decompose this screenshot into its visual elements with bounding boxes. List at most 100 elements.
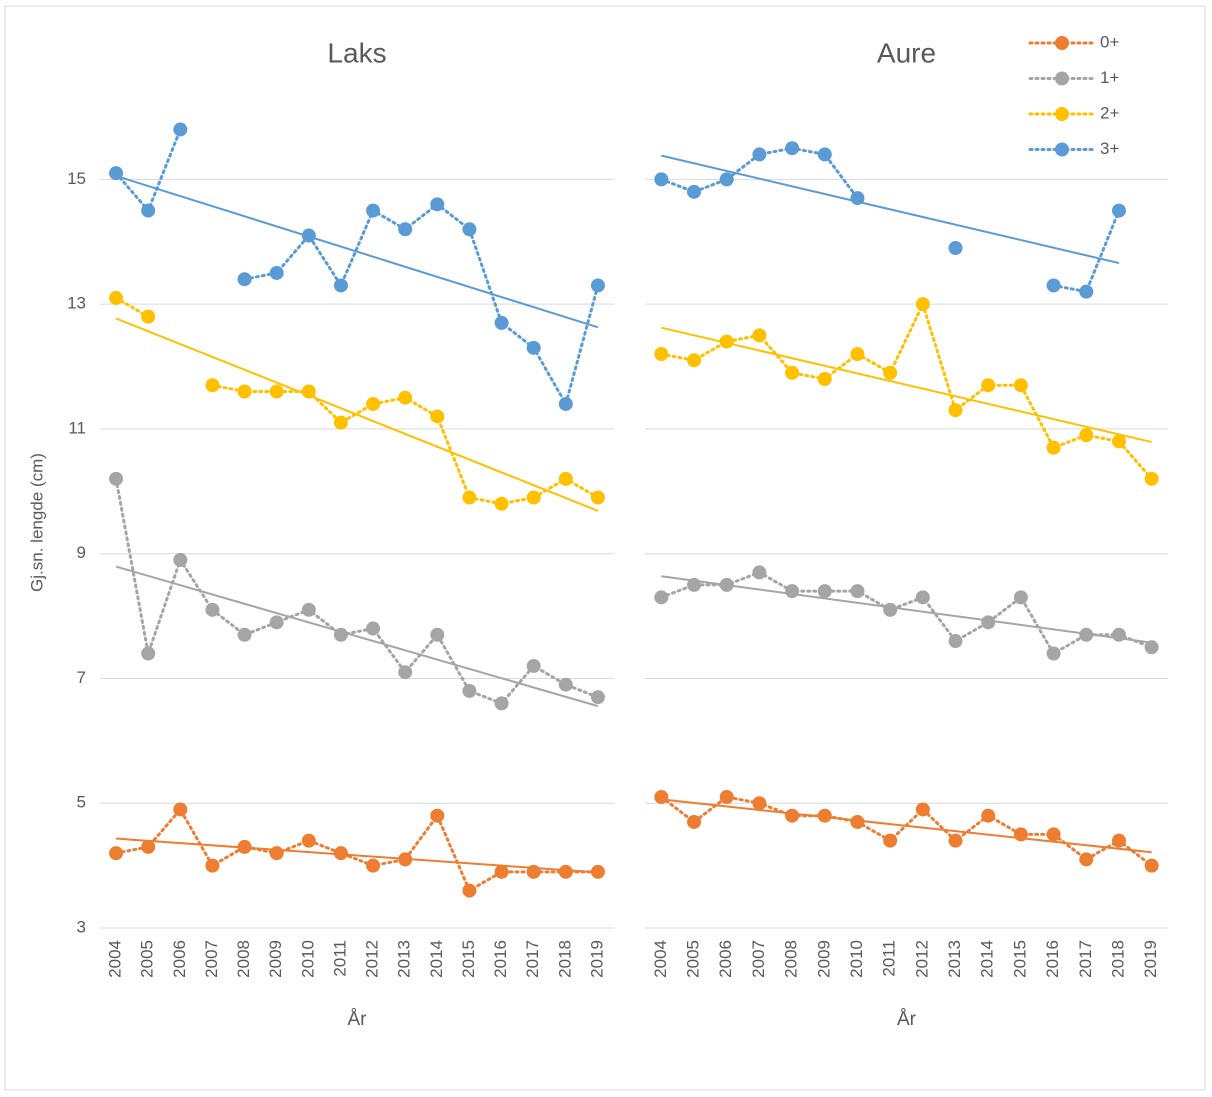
marker <box>558 396 573 411</box>
x-tick-label: 2014 <box>978 940 997 978</box>
marker <box>752 565 767 580</box>
legend-label: 2+ <box>1100 103 1119 122</box>
marker <box>269 384 284 399</box>
marker <box>173 802 188 817</box>
x-tick-label: 2004 <box>106 940 125 978</box>
marker <box>687 577 702 592</box>
marker <box>333 415 348 430</box>
x-tick-label: 2008 <box>782 940 801 978</box>
marker <box>1111 833 1126 848</box>
x-tick-label: 2015 <box>1010 940 1029 978</box>
marker <box>462 222 477 237</box>
marker <box>109 166 124 181</box>
trendline <box>661 154 1120 265</box>
marker <box>1013 827 1028 842</box>
marker <box>654 172 669 187</box>
marker <box>558 864 573 879</box>
marker <box>494 315 509 330</box>
x-tick-label: 2016 <box>491 940 510 978</box>
marker <box>301 833 316 848</box>
marker <box>366 858 381 873</box>
marker <box>301 228 316 243</box>
x-tick-label: 2005 <box>138 940 157 978</box>
marker <box>785 584 800 599</box>
series-line <box>659 300 1154 481</box>
marker <box>883 365 898 380</box>
marker <box>1046 646 1061 661</box>
x-tick-label: 2012 <box>363 940 382 978</box>
marker <box>333 846 348 861</box>
y-axis-label: Gj.sn. lengde (cm) <box>27 453 46 592</box>
marker <box>366 396 381 411</box>
marker <box>1046 440 1061 455</box>
marker <box>1046 278 1061 293</box>
x-axis-label: År <box>897 1009 917 1030</box>
marker <box>558 471 573 486</box>
marker <box>205 378 220 393</box>
x-tick-label: 2010 <box>298 940 317 978</box>
marker <box>205 858 220 873</box>
marker <box>719 577 734 592</box>
marker <box>654 789 669 804</box>
marker <box>752 796 767 811</box>
series-line <box>114 806 600 893</box>
marker <box>1013 378 1028 393</box>
y-tick-label: 3 <box>77 917 86 936</box>
marker <box>785 141 800 156</box>
marker <box>398 222 413 237</box>
marker <box>719 334 734 349</box>
x-tick-label: 2007 <box>749 940 768 978</box>
marker <box>687 353 702 368</box>
marker <box>915 590 930 605</box>
marker <box>366 621 381 636</box>
x-tick-label: 2010 <box>847 940 866 978</box>
x-tick-label: 2013 <box>945 940 964 978</box>
marker <box>558 677 573 692</box>
x-tick-label: 2008 <box>234 940 253 978</box>
x-tick-label: 2009 <box>266 940 285 978</box>
y-tick-label: 5 <box>77 793 86 812</box>
marker <box>948 634 963 649</box>
marker <box>850 584 865 599</box>
marker <box>1079 852 1094 867</box>
x-tick-label: 2018 <box>555 940 574 978</box>
marker <box>752 328 767 343</box>
marker <box>301 384 316 399</box>
legend-marker <box>1055 71 1069 86</box>
marker <box>1046 827 1061 842</box>
trendline <box>115 565 599 708</box>
marker <box>237 627 252 642</box>
marker <box>590 490 605 505</box>
marker <box>526 340 541 355</box>
series-line <box>114 477 600 706</box>
marker <box>494 864 509 879</box>
marker <box>141 203 156 218</box>
chart-title: Laks <box>327 37 386 68</box>
trendline <box>661 326 1152 444</box>
marker <box>948 833 963 848</box>
marker <box>850 347 865 362</box>
marker <box>109 471 124 486</box>
marker <box>850 191 865 206</box>
marker <box>398 390 413 405</box>
marker <box>654 347 669 362</box>
x-tick-label: 2017 <box>1076 940 1095 978</box>
marker <box>1144 471 1159 486</box>
trendline <box>661 798 1152 854</box>
marker <box>1111 434 1126 449</box>
marker <box>173 552 188 567</box>
x-tick-label: 2013 <box>395 940 414 978</box>
marker <box>526 864 541 879</box>
marker <box>948 241 963 256</box>
legend-marker <box>1055 36 1069 50</box>
trendline <box>115 317 599 512</box>
chart-title: Aure <box>877 37 936 68</box>
marker <box>1111 203 1126 218</box>
legend-label: 0+ <box>1100 32 1119 51</box>
x-tick-label: 2011 <box>880 940 899 977</box>
marker <box>883 602 898 617</box>
legend-marker <box>1055 142 1069 157</box>
marker <box>494 496 509 511</box>
y-tick-label: 11 <box>68 418 86 437</box>
series-line <box>659 570 1154 656</box>
